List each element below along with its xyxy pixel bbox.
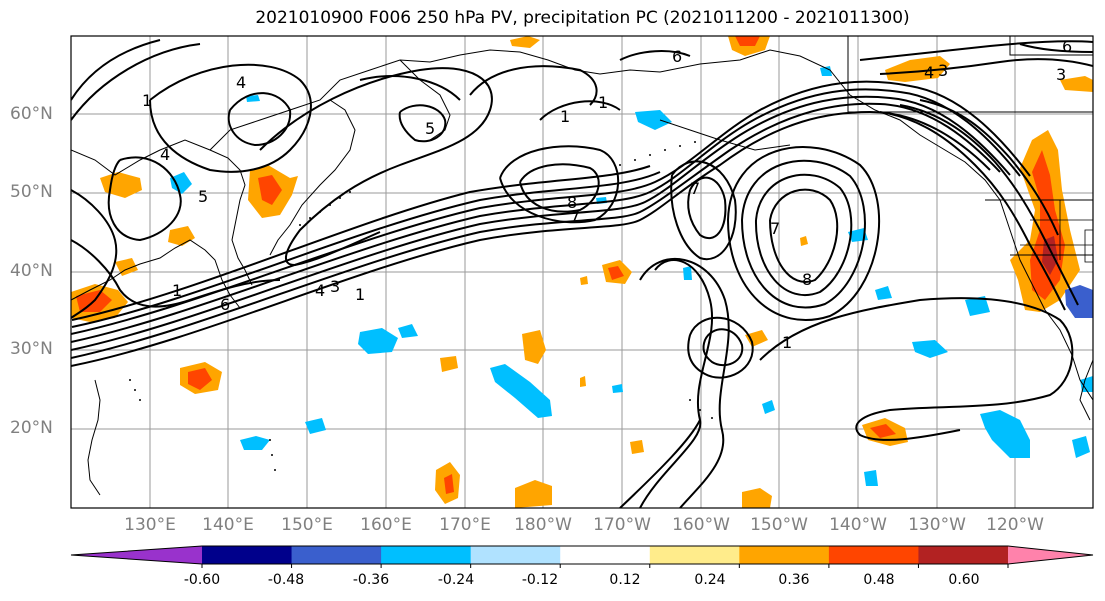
contour-label: 8 (567, 193, 577, 212)
map-frame (70, 35, 1094, 509)
colorbar-segment (828, 546, 919, 564)
contour-label: 5 (198, 187, 208, 206)
contour-label: 1 (598, 93, 608, 112)
contour-label: 6 (1062, 37, 1072, 56)
lat-label: 40°N (10, 261, 53, 281)
contour-label: 1 (172, 281, 182, 300)
colorbar-label: 0.60 (948, 572, 980, 588)
contour-label: 3 (1056, 65, 1066, 84)
map-title: 2021010900 F006 250 hPa PV, precipitatio… (255, 8, 910, 28)
contour-labels: 1 4 5 4 5 8 7 8 6 7 7 1 4 3 1 6 1 1 1 4 … (142, 37, 1072, 352)
lon-label: 130°W (908, 515, 966, 535)
colorbar-segment (560, 546, 651, 564)
lon-label: 170°E (439, 515, 491, 535)
island-dots (129, 141, 713, 471)
precip-negative-shading (170, 66, 1093, 486)
colorbar-label: -0.60 (183, 572, 221, 588)
colorbar-label: 0.12 (609, 572, 641, 588)
colorbar-label: 0.48 (863, 572, 895, 588)
colorbar-segment (381, 546, 472, 564)
contour-label: 1 (142, 91, 152, 110)
colorbar-segment (1008, 546, 1093, 564)
lon-label: 150°E (281, 515, 333, 535)
colorbar-segment (71, 546, 202, 564)
lon-label: 180°W (514, 515, 572, 535)
pv-contours (71, 39, 1093, 508)
contour-label: 6 (220, 295, 230, 314)
colorbar-label: -0.24 (437, 572, 475, 588)
contour-label: 1 (355, 285, 365, 304)
contour-label: 7 (570, 207, 580, 226)
lon-label: 140°W (829, 515, 887, 535)
contour-label: 7 (770, 219, 780, 238)
colorbar-segments (71, 546, 1093, 564)
contour-label: 3 (938, 61, 948, 80)
lat-label: 20°N (10, 418, 53, 438)
colorbar-segment (202, 546, 293, 564)
contour-label: 4 (924, 63, 934, 82)
colorbar-segment (649, 546, 740, 564)
colorbar-segment (470, 546, 561, 564)
contour-label: 8 (802, 270, 812, 289)
colorbar-segment (291, 546, 382, 564)
contour-label: 4 (236, 73, 246, 92)
lat-label: 60°N (10, 104, 53, 124)
lon-label: 170°W (593, 515, 651, 535)
precip-positive-shading (71, 36, 1093, 508)
contour-label: 4 (315, 281, 325, 300)
colorbar-label: 0.36 (778, 572, 810, 588)
lon-label: 140°E (202, 515, 254, 535)
lon-label: 120°W (986, 515, 1044, 535)
contour-label: 4 (160, 145, 170, 164)
borders (1020, 200, 1093, 263)
lat-label: 50°N (10, 182, 53, 202)
lon-label: 160°E (360, 515, 412, 535)
contour-label: 1 (782, 333, 792, 352)
colorbar-label: -0.48 (267, 572, 305, 588)
contour-label: 7 (690, 179, 700, 198)
lon-label: 130°E (124, 515, 176, 535)
colorbar-segment (739, 546, 830, 564)
lon-label: 160°W (672, 515, 730, 535)
lon-label: 150°W (750, 515, 808, 535)
colorbar-segment (918, 546, 1009, 564)
colorbar-label: -0.36 (352, 572, 390, 588)
contour-label: 1 (560, 107, 570, 126)
contour-label: 5 (425, 119, 435, 138)
lat-label: 30°N (10, 339, 53, 359)
colorbar-label: -0.12 (521, 572, 559, 588)
contour-label: 3 (330, 277, 340, 296)
colorbar-ticks (201, 564, 1009, 568)
colorbar-outline (70, 545, 1094, 565)
colorbar-label: 0.24 (694, 572, 726, 588)
contour-label: 6 (672, 47, 682, 66)
